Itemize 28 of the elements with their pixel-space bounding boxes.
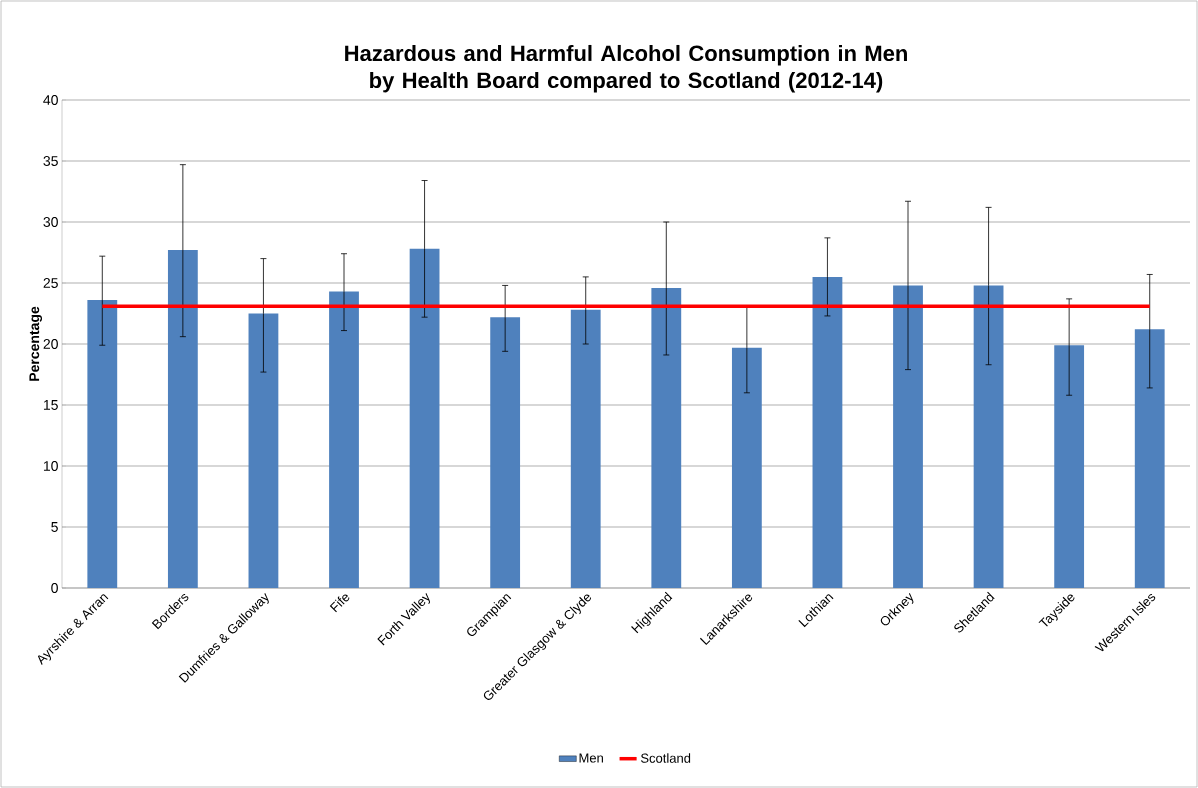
y-tick-label: 0 [51,583,58,593]
bar [570,309,601,588]
bar [973,285,1004,588]
bar [651,287,682,588]
y-tick-label: 20 [43,339,58,349]
bar [329,291,359,588]
legend-label: Scotland [640,753,691,763]
x-tick-label: Fife [329,594,350,613]
legend-label: Men [579,753,603,763]
y-tick-label: 25 [43,278,58,288]
y-tick-label: 40 [43,95,58,105]
bar [731,347,762,588]
y-tick-label: 10 [43,461,58,471]
y-tick-label: 5 [51,522,58,532]
bar [248,313,279,588]
bar [409,248,440,588]
y-tick-label: 35 [43,156,58,166]
y-tick-label: 15 [43,400,58,410]
bar [812,276,843,588]
bar [490,317,521,588]
y-axis-title: Percentage [29,306,43,381]
bar [893,285,923,588]
bar [167,250,198,588]
y-tick-label: 30 [43,217,58,227]
chart-title: Hazardous and Harmful Alcohol Consumption in Men by Health Board compared to Scotland (2012-14) [345,44,907,93]
bar [1054,345,1085,588]
bar [1134,329,1165,588]
bar [87,300,118,588]
